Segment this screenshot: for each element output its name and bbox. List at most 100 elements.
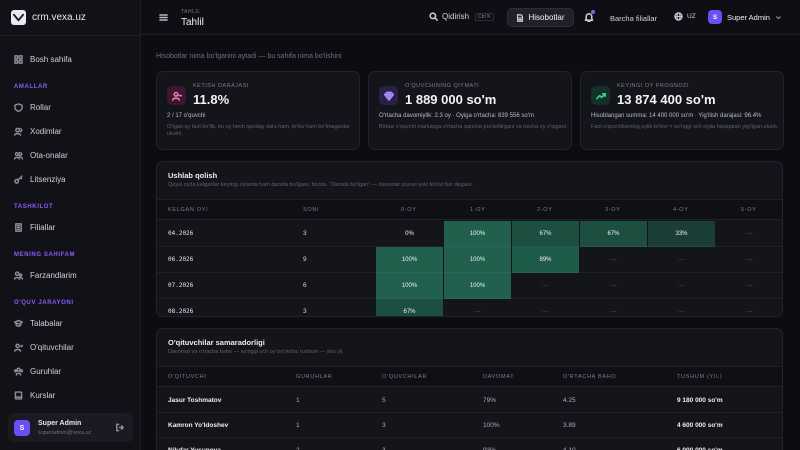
panel-subtitle: Davomat va o'rtacha baho — so'nggi uch o… (168, 349, 344, 355)
card-label: KEYINGI OY PROGNOZI (617, 83, 690, 89)
user-name: Super Admin (38, 420, 82, 427)
reports-button[interactable]: Hisobotlar (507, 8, 574, 27)
users-icon (14, 127, 23, 136)
card-icon-box (167, 86, 186, 105)
teacher-students: 3 (382, 422, 386, 429)
user-group-icon (14, 151, 23, 160)
notifications-button[interactable] (584, 10, 595, 22)
card-icon-box (379, 86, 398, 105)
child-users-icon (14, 270, 23, 280)
teacher-groups: 1 (296, 422, 300, 429)
language-selector[interactable]: UZ (674, 12, 696, 21)
document-icon (517, 13, 524, 22)
sidebar-item-litsenziya[interactable]: Litsenziya (14, 172, 66, 186)
teacher-students: 5 (382, 397, 386, 404)
teacher-groups: 1 (296, 397, 300, 404)
avatar: S (708, 10, 722, 24)
teacher-attendance: 79% (483, 397, 497, 404)
teacher-name: Nilufar Yusupova (168, 447, 221, 450)
language-label: UZ (687, 13, 696, 20)
column-header: O'QITUVCHI (168, 374, 207, 380)
globe-icon (674, 12, 683, 21)
logo-text: crm.vexa.uz (32, 12, 86, 23)
sidebar-item-filiallar[interactable]: Filiallar (14, 220, 55, 234)
logo[interactable]: crm.vexa.uz (11, 10, 86, 25)
teacher-students: 3 (382, 447, 386, 450)
chevron-down-icon (776, 15, 781, 19)
sidebar-item-bosh-sahifa[interactable]: Bosh sahifa (14, 52, 72, 66)
sidebar-item-xodimlar[interactable]: Xodimlar (14, 124, 62, 138)
column-header: KELGAN OYI (168, 207, 209, 213)
grid-icon (14, 54, 23, 64)
sidebar-item-kurslar[interactable]: Kurslar (14, 388, 55, 402)
cohort-count: 9 (303, 256, 307, 263)
building-icon (15, 222, 22, 232)
column-header: 2-OY (537, 207, 553, 213)
top-header: TAHLIL Tahlil Qidirish Ctrl K Hisobotlar… (141, 0, 800, 35)
table-row[interactable]: Nilufar Yusupova 2 3 93% 4.10 6 000 000 so'm (157, 438, 782, 450)
retention-cell: 100% (376, 273, 443, 299)
column-header: GURUHLAR (296, 374, 333, 380)
search-icon (429, 12, 438, 21)
teacher-name: Jasur Toshmatov (168, 397, 222, 404)
sidebar-item-oqituvchilar[interactable]: O'qituvchilar (14, 340, 74, 354)
teacher-grade: 4.10 (563, 447, 576, 450)
retention-panel: Ushlab qolish Qaysi oyda kelganlar keyin… (156, 161, 783, 317)
search-button[interactable]: Qidirish Ctrl K (429, 12, 494, 21)
sidebar-item-guruhlar[interactable]: Guruhlar (14, 364, 61, 378)
group-icon (14, 367, 23, 376)
sidebar-item-rollar[interactable]: Rollar (14, 100, 51, 114)
sidebar-user-card[interactable]: S Super Admin superadmin@vexa.uz (8, 413, 133, 442)
logout-button[interactable] (115, 423, 125, 432)
reports-label: Hisobotlar (528, 13, 565, 22)
sidebar-item-talabalar[interactable]: Talabalar (14, 316, 62, 330)
retention-cell: — (678, 309, 685, 315)
user-name: Super Admin (727, 12, 770, 22)
table-row[interactable]: Kamron Yo'ldoshev 1 3 100% 3.89 4 600 000 so'… (157, 413, 782, 438)
kpi-card-churn: KETISH DARAJASI 11.8% 2 / 17 o'quvchi O'… (156, 71, 360, 150)
search-shortcut: Ctrl K (475, 12, 494, 21)
section-title-mening-sahifam: MENING SAHIFAM (14, 252, 76, 258)
retention-cell: — (610, 309, 617, 315)
cohort-month: 06.2026 (168, 256, 194, 263)
retention-cell: 89% (512, 247, 579, 273)
card-value: 11.8% (193, 92, 230, 107)
sidebar-item-label: O'qituvchilar (30, 342, 74, 352)
card-label: KETISH DARAJASI (193, 83, 249, 89)
panel-title: Ushlab qolish (168, 171, 218, 180)
panel-title: O'qituvchilar samaradorligi (168, 338, 265, 347)
logo-icon (11, 10, 26, 25)
sidebar-item-label: Talabalar (30, 318, 63, 328)
retention-cell: — (678, 257, 685, 263)
table-row[interactable]: Jasur Toshmatov 1 5 79% 4.25 9 180 000 so'm (157, 388, 782, 413)
user-email: superadmin@vexa.uz (38, 430, 92, 436)
cohort-month: 08.2026 (168, 308, 194, 315)
sidebar-item-label: Guruhlar (30, 366, 62, 376)
retention-cell: 100% (444, 273, 511, 299)
retention-cell: — (542, 283, 549, 289)
user-menu[interactable]: S Super Admin (708, 10, 782, 24)
panel-subtitle: Qaysi oyda kelganlar keyingi oylarda ham… (168, 182, 473, 188)
branch-selector[interactable]: Barcha filiallar (610, 14, 658, 23)
card-description: O'tgan oy faol bo'lib, bu oy hech qanday… (167, 124, 350, 137)
table-row: 04.2026 3 0% 100% 67% 67% 33% — (157, 221, 782, 247)
breadcrumb: TAHLIL (181, 9, 201, 15)
retention-cell: — (610, 283, 617, 289)
teacher-revenue: 6 000 000 so'm (677, 447, 723, 450)
teacher-revenue: 9 180 000 so'm (677, 397, 723, 404)
teacher-icon (14, 343, 23, 352)
student-icon (14, 319, 23, 327)
table-row: 08.2026 3 67% — — — — — (157, 299, 782, 316)
menu-toggle-button[interactable] (159, 13, 168, 22)
retention-cell: — (746, 309, 753, 315)
retention-cell: — (610, 257, 617, 263)
retention-cell: 100% (444, 247, 511, 273)
sidebar-item-label: Ota-onalar (30, 150, 68, 160)
cohort-month: 07.2026 (168, 282, 194, 289)
table-row: 06.2026 9 100% 100% 89% — — — (157, 247, 782, 273)
sidebar-item-ota-onalar[interactable]: Ota-onalar (14, 148, 68, 162)
sidebar-item-farzandlarim[interactable]: Farzandlarim (14, 268, 77, 282)
card-subtext: Hisoblangan summa: 14 400 000 so'm · Yig… (591, 113, 762, 119)
shield-icon (14, 102, 23, 112)
table-header: KELGAN OYI SONI 0-OY 1-OY 2-OY 3-OY 4-OY… (157, 199, 782, 220)
